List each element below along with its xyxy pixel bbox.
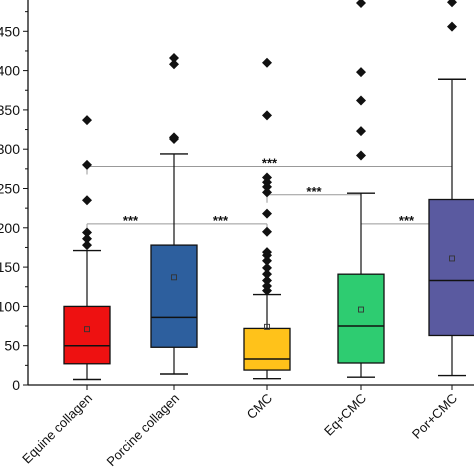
outlier-point [262, 275, 272, 286]
x-tick-label: CMC [244, 391, 276, 423]
mean-marker [358, 306, 364, 313]
x-tick-label: Porcine collagen [104, 391, 183, 470]
significance-label: *** [262, 155, 278, 170]
outlier-point [169, 132, 179, 143]
significance-label: *** [213, 213, 229, 228]
outlier-point [82, 159, 92, 170]
mean-marker [449, 255, 455, 262]
outlier-point [447, 21, 457, 32]
x-tick-label: Equine collagen [19, 391, 95, 467]
y-tick-label: 50 [4, 338, 20, 354]
outlier-point [82, 233, 92, 244]
outlier-point [169, 59, 179, 70]
outlier-point [82, 115, 92, 126]
boxes [63, 0, 474, 381]
box-eq-cmc [337, 0, 385, 378]
y-tick-label: 0 [12, 377, 20, 393]
x-tick-label: Eq+CMC [321, 391, 369, 439]
outlier-point [262, 255, 272, 266]
box-porcine-collagen [150, 53, 198, 375]
outlier-point [262, 247, 272, 258]
iqr-box [243, 327, 291, 371]
iqr-box [150, 244, 198, 348]
mean-marker [84, 326, 90, 333]
outlier-point [262, 57, 272, 68]
y-tick-label: 350 [0, 102, 20, 118]
outlier-point [82, 227, 92, 238]
significance-bracket: *** [266, 184, 362, 203]
iqr-box [428, 198, 474, 337]
significance-label: *** [306, 184, 322, 199]
outlier-point [262, 110, 272, 121]
outlier-point [82, 195, 92, 206]
significance-bracket: *** [86, 213, 175, 232]
axis-labels: 050100150200250300350400450500Equine col… [0, 23, 460, 470]
mean-marker [264, 323, 270, 330]
outlier-point [356, 95, 366, 106]
outlier-point [169, 53, 179, 64]
outlier-point [447, 0, 457, 8]
outlier-point [356, 126, 366, 137]
y-tick-label: 250 [0, 181, 20, 197]
outlier-point [356, 150, 366, 161]
iqr-box [63, 305, 111, 365]
mean-marker [171, 274, 177, 281]
y-tick-label: 300 [0, 141, 20, 157]
outlier-point [262, 280, 272, 291]
outlier-point [82, 240, 92, 251]
axes [23, 0, 474, 390]
outlier-point [262, 172, 272, 183]
y-tick-label: 150 [0, 259, 20, 275]
outlier-point [356, 67, 366, 78]
significance-bracket: *** [86, 155, 453, 175]
y-tick-label: 450 [0, 23, 20, 39]
x-tick-label: Por+CMC [409, 391, 460, 442]
significance-bracket: *** [173, 213, 268, 232]
y-tick-label: 200 [0, 220, 20, 236]
outlier-point [356, 0, 366, 9]
outlier-point [262, 262, 272, 273]
y-tick-label: 400 [0, 63, 20, 79]
significance-label: *** [123, 213, 139, 228]
box-cmc [243, 57, 291, 380]
outlier-point [262, 226, 272, 237]
significance-label: *** [399, 213, 415, 228]
iqr-box [337, 273, 385, 364]
box-equine-collagen [63, 115, 111, 381]
outlier-point [262, 187, 272, 198]
outlier-point [262, 269, 272, 280]
box-por-cmc [428, 0, 474, 377]
outlier-point [262, 208, 272, 219]
y-tick-label: 100 [0, 298, 20, 314]
